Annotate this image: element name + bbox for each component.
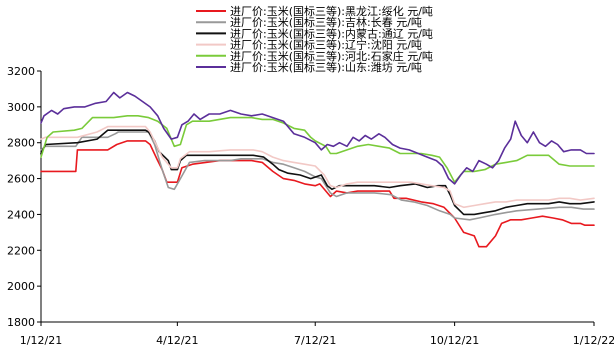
y-tick-label: 3000 <box>7 101 35 114</box>
x-tick-label: 7/12/21 <box>294 334 336 347</box>
axes <box>37 70 595 326</box>
y-tick-label: 2000 <box>7 280 35 293</box>
y-tick-label: 2200 <box>7 244 35 257</box>
legend-label-2: 进厂价:玉米(国标三等):吉林:长春 元/吨 <box>230 15 422 29</box>
x-tick-label: 10/12/21 <box>430 334 479 347</box>
y-tick-label: 2400 <box>7 208 35 221</box>
y-tick-label: 2800 <box>7 137 35 150</box>
series-line-6 <box>40 91 595 185</box>
legend-label-4: 进厂价:玉米(国标三等):辽宁:沈阳 元/吨 <box>230 38 422 52</box>
y-tick-label: 2600 <box>7 173 35 186</box>
legend-label-5: 进厂价:玉米(国标三等):河北:石家庄 元/吨 <box>230 49 433 63</box>
legend-label-6: 进厂价:玉米(国标三等):山东:潍坊 元/吨 <box>230 60 422 74</box>
tick-labels: 1800 2000 2200 2400 2600 2800 3000 3200 1/12/21 4… <box>7 65 614 347</box>
series-line-5 <box>40 115 595 183</box>
legend-label-1: 进厂价:玉米(国标三等):黑龙江:绥化 元/吨 <box>230 4 433 18</box>
series-lines <box>40 91 595 248</box>
series-line-1 <box>40 140 595 248</box>
y-tick-label: 1800 <box>7 316 35 329</box>
x-tick-label: 1/12/22 <box>573 334 614 347</box>
series-line-2 <box>40 131 595 221</box>
legend-label-3: 进厂价:玉米(国标三等):内蒙古:通辽 元/吨 <box>230 26 433 40</box>
x-tick-label: 1/12/21 <box>20 334 62 347</box>
x-tick-label: 4/12/21 <box>156 334 198 347</box>
legend: 进厂价:玉米(国标三等):黑龙江:绥化 元/吨进厂价:玉米(国标三等):吉林:长… <box>196 4 433 74</box>
series-line-4 <box>40 125 595 209</box>
y-tick-label: 3200 <box>7 65 35 78</box>
